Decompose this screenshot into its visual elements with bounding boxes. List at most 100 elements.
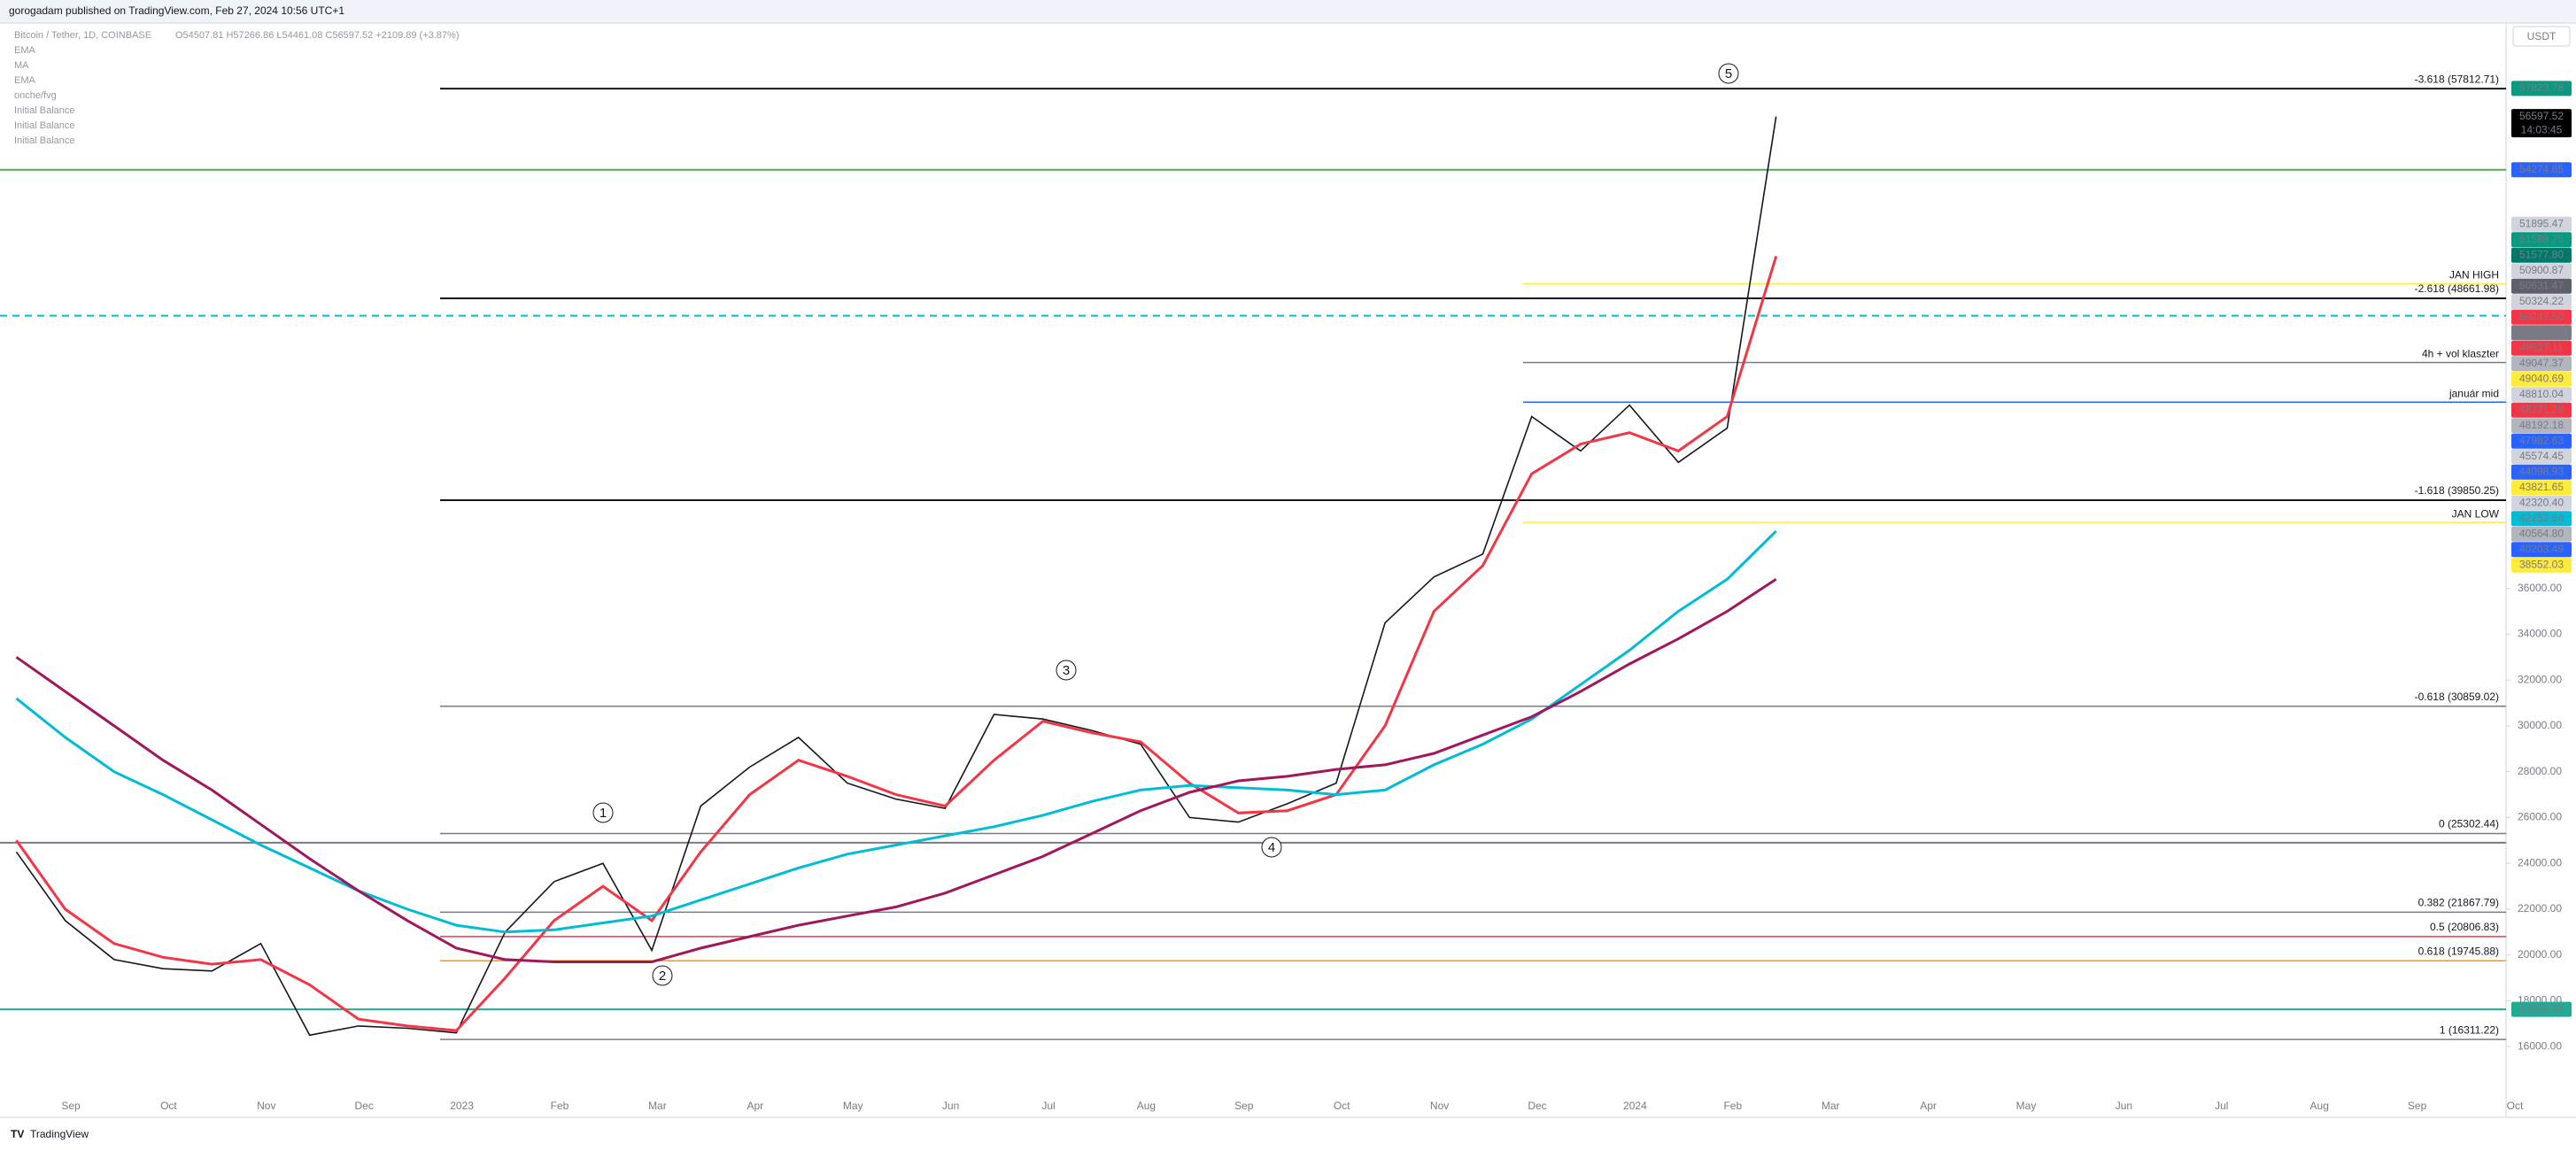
indicator-line xyxy=(15,578,1777,963)
price-badge-label: 49047.37 xyxy=(2519,357,2564,369)
price-badge xyxy=(2511,449,2572,465)
price-badge xyxy=(2511,109,2572,138)
price-badge-label: 49527.11 xyxy=(2519,341,2563,353)
x-tick-label: Nov xyxy=(1430,1100,1449,1112)
price-badge xyxy=(2511,232,2572,248)
price-badge xyxy=(2511,356,2572,372)
price-line xyxy=(15,116,1777,1037)
x-tick-label: Sep xyxy=(2408,1100,2427,1112)
y-tick-label: 34000.00 xyxy=(2518,628,2562,640)
price-badge xyxy=(2511,294,2572,310)
x-tick-label: Sep xyxy=(1234,1100,1254,1112)
y-tick-label: 16000.00 xyxy=(2518,1039,2562,1052)
wave-label: 1 xyxy=(600,806,607,821)
legend-entry: Initial Balance xyxy=(14,135,75,146)
price-badge xyxy=(2511,433,2572,449)
indicator-line xyxy=(15,255,1778,1032)
price-badge xyxy=(2511,495,2572,511)
note-label: JAN HIGH xyxy=(2449,269,2499,282)
price-badge-label: 49040.69 xyxy=(2519,372,2564,384)
price-badge-label: 48192.18 xyxy=(2519,419,2564,431)
wave-label: 3 xyxy=(1063,663,1070,678)
wave-label: 4 xyxy=(1268,840,1275,855)
price-badge xyxy=(2511,162,2572,178)
price-badge-label: 54274.85 xyxy=(2519,163,2564,175)
x-tick-label: Oct xyxy=(2507,1100,2524,1112)
price-badge-label: 57823.78 xyxy=(2519,81,2564,94)
fib-label: -3.618 (57812.71) xyxy=(2415,73,2499,85)
price-badge-label: 42252.66 xyxy=(2519,512,2564,524)
legend-entry: onche/fvg xyxy=(14,90,57,101)
price-badge xyxy=(2511,263,2572,279)
price-badge xyxy=(2511,557,2572,573)
legend-entry: EMA xyxy=(14,45,36,56)
currency-button[interactable] xyxy=(2512,26,2571,47)
price-badge-label: 43821.65 xyxy=(2519,481,2564,493)
wave-label: 2 xyxy=(659,969,666,984)
price-badge xyxy=(2511,340,2572,356)
fib-label: 1 (16311.22) xyxy=(2440,1023,2499,1036)
price-badge xyxy=(2511,247,2572,263)
wave-circle xyxy=(1261,837,1282,858)
price-badge-label: 47982.63 xyxy=(2519,434,2564,446)
y-tick-label: 32000.00 xyxy=(2518,673,2562,685)
x-tick-label: Oct xyxy=(1334,1100,1350,1112)
publisher-bar xyxy=(0,0,2576,23)
y-tick-label: 22000.00 xyxy=(2518,902,2562,915)
x-tick-label: May xyxy=(843,1100,863,1112)
footer-brand[interactable]: TradingView xyxy=(30,1128,89,1140)
note-label: 4h + vol klaszter xyxy=(2422,348,2499,360)
price-badge xyxy=(2511,402,2572,418)
publisher: gorogadam published on TradingView.com, … xyxy=(9,4,344,17)
y-tick-label: 26000.00 xyxy=(2518,811,2562,823)
x-tick-label: Sep xyxy=(61,1100,81,1112)
x-tick-label: Dec xyxy=(1528,1100,1546,1112)
x-tick-label: Feb xyxy=(551,1100,569,1112)
price-badge xyxy=(2511,309,2572,325)
fib-label: 0 (25302.44) xyxy=(2439,818,2499,830)
x-tick-label: Dec xyxy=(355,1100,374,1112)
y-tick-label: 24000.00 xyxy=(2518,856,2562,868)
x-tick-label: Mar xyxy=(648,1100,667,1112)
price-badge xyxy=(2511,278,2572,294)
fib-label: -2.618 (48661.98) xyxy=(2415,282,2499,295)
ohlc: O54507.81 H57266.86 L54461.08 C56597.52 … xyxy=(175,30,460,41)
x-tick-label: Apr xyxy=(1920,1100,1937,1112)
wave-labels: 1 2 3 4 5 xyxy=(592,63,1739,986)
fib-label: 0.382 (21867.79) xyxy=(2418,897,2499,909)
x-tick-label: Jul xyxy=(1041,1100,1055,1112)
price-badge xyxy=(2511,480,2572,496)
y-tick-label: 36000.00 xyxy=(2518,582,2562,594)
y-tick-label: 30000.00 xyxy=(2518,719,2562,731)
wave-circle xyxy=(1056,660,1077,681)
footer xyxy=(0,1128,2576,1150)
price-badge-label: 51895.47 xyxy=(2519,217,2564,229)
price-badge-label: 44098.93 xyxy=(2519,465,2564,477)
countdown: 14:03:45 xyxy=(2521,123,2563,135)
x-tick-label: Aug xyxy=(1137,1100,1156,1112)
price-badge xyxy=(2511,371,2572,387)
wave-circle xyxy=(592,802,614,823)
price-badge-label: 38552.03 xyxy=(2519,558,2564,570)
price-badge xyxy=(2511,464,2572,480)
fib-label: 0.618 (19745.88) xyxy=(2418,945,2499,957)
x-tick-label: Jun xyxy=(942,1100,959,1112)
price-badge xyxy=(2511,216,2572,232)
price-badge-label: 51577.80 xyxy=(2519,248,2564,260)
legend-entry: Initial Balance xyxy=(14,120,75,131)
price-badge-label: 48810.04 xyxy=(2519,388,2564,400)
logo: TV xyxy=(11,1128,24,1140)
wave-circle xyxy=(652,965,673,986)
currency[interactable]: USDT xyxy=(2527,30,2557,42)
wave-circle xyxy=(1718,63,1739,84)
x-tick-label: May xyxy=(2016,1100,2037,1112)
price-badge xyxy=(2511,526,2572,542)
note-label: január mid xyxy=(2448,387,2499,399)
x-tick-label: Nov xyxy=(257,1100,275,1112)
price-badge xyxy=(2511,1001,2572,1017)
legend-entry: Initial Balance xyxy=(14,105,75,116)
symbol: Bitcoin / Tether, 1D, COINBASE xyxy=(14,30,151,41)
price-badge-label: 51589.75 xyxy=(2519,233,2564,245)
